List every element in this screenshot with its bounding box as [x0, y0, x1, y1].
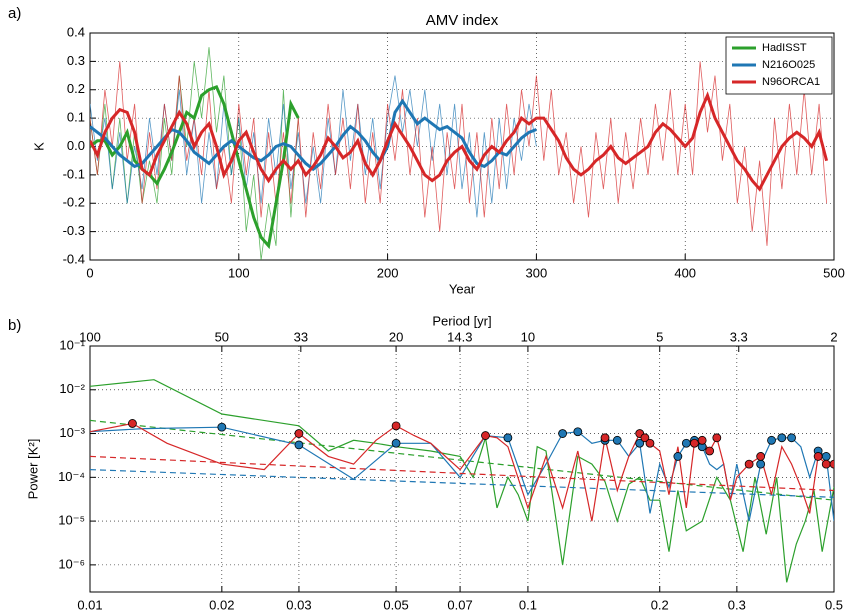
legend: HadISST N216O025 N96ORCA1: [725, 36, 833, 95]
x2-tick-label: 14.3: [447, 329, 472, 344]
significant-peak: [503, 433, 513, 443]
panel-label: b): [8, 317, 21, 334]
significant-peak: [712, 433, 722, 443]
significant-peak: [744, 459, 754, 469]
y-tick-label: -0.3: [63, 223, 85, 238]
x2-tick-label: 33: [294, 329, 308, 344]
red-noise-line: [90, 469, 834, 498]
x2-axis-label: Period [yr]: [432, 313, 491, 328]
x-tick-label: 0.01: [77, 597, 102, 612]
x-tick-label: 0.05: [383, 597, 408, 612]
plot-area: [90, 47, 829, 260]
significant-peak: [645, 438, 655, 448]
y-tick-label: 0.1: [67, 110, 85, 125]
significant-peak: [612, 435, 622, 445]
significant-peak: [697, 435, 707, 445]
x-tick-label: 400: [674, 265, 696, 280]
red-noise-line: [90, 455, 834, 492]
significant-peak: [756, 452, 766, 461]
significant-peak: [558, 429, 567, 438]
x-tick-label: 0.03: [286, 597, 311, 612]
significant-peak: [777, 433, 787, 443]
x2-tick-label: 10: [521, 329, 535, 344]
y-tick-label: 0.3: [67, 53, 85, 68]
significant-peak: [481, 431, 490, 440]
panel-label: a): [8, 5, 21, 22]
y-tick-label: 10⁻²: [59, 381, 85, 396]
significant-peak: [787, 433, 796, 443]
x-tick-label: 500: [823, 265, 845, 280]
significant-peak: [821, 459, 831, 469]
y-tick-label: 0.4: [67, 24, 85, 39]
x2-tick-label: 5: [656, 329, 663, 344]
x-tick-label: 100: [228, 265, 250, 280]
significant-peak: [573, 427, 583, 437]
y-tick-label: 10⁻⁵: [58, 513, 85, 528]
significant-peak: [690, 438, 699, 448]
x2-tick-label: 20: [389, 329, 403, 344]
significant-peak: [294, 429, 304, 438]
significant-peak: [635, 438, 645, 448]
y-tick-label: 10⁻⁴: [58, 469, 85, 484]
x2-tick-label: 2: [830, 329, 837, 344]
significant-peak: [391, 438, 401, 448]
y-tick-label: 0.2: [67, 81, 85, 96]
significant-peak: [813, 452, 823, 461]
y-axis-label: Power [K²]: [25, 439, 40, 500]
y-axis-label: K: [31, 142, 46, 151]
significant-peak: [128, 419, 137, 428]
chart-title: AMV index: [426, 12, 499, 29]
y-tick-label: 10⁻³: [59, 425, 85, 440]
significant-peak: [217, 422, 227, 432]
x-tick-label: 0.1: [519, 597, 537, 612]
x-axis-label: Year: [449, 281, 476, 296]
y-tick-label: 10⁻¹: [59, 337, 85, 352]
legend-label: HadISST: [762, 42, 807, 54]
x2-tick-label: 50: [215, 329, 229, 344]
plot-frame: [89, 345, 835, 593]
x2-tick-label: 100: [79, 329, 101, 344]
x2-tick-label: 3.3: [730, 329, 748, 344]
x-tick-label: 0.2: [651, 597, 669, 612]
significant-peak: [756, 459, 766, 469]
significant-peak: [640, 433, 650, 443]
significant-peak: [673, 452, 683, 461]
x-tick-label: 0.5: [825, 597, 843, 612]
x-tick-label: 0: [86, 265, 93, 280]
x-tick-label: 0.07: [447, 597, 472, 612]
y-tick-label: 0.0: [67, 138, 85, 153]
significant-peak: [767, 435, 776, 445]
plot-area: [90, 379, 834, 583]
legend-label: N216O025: [762, 59, 815, 71]
spectrum-line: [90, 379, 834, 583]
y-tick-label: -0.2: [63, 195, 85, 210]
significant-peak: [294, 440, 304, 450]
smoothed-line: [90, 91, 829, 192]
significant-peak: [681, 438, 691, 448]
x-tick-label: 300: [526, 265, 548, 280]
x-tick-label: 0.02: [209, 597, 234, 612]
significant-peak: [600, 433, 610, 443]
x-axis-label: Frequency [1/yr]: [415, 613, 509, 615]
significant-peak: [391, 421, 401, 431]
significant-peak: [829, 459, 834, 469]
annual-line: [90, 61, 827, 246]
smoothed-line: [90, 84, 300, 250]
spectrum-line: [90, 422, 834, 522]
significant-peak: [705, 446, 715, 456]
red-noise-line: [90, 419, 834, 501]
significant-peak: [821, 452, 831, 461]
y-tick-label: 10⁻⁶: [58, 556, 85, 571]
legend-label: N96ORCA1: [762, 76, 820, 88]
x-tick-label: 0.3: [728, 597, 746, 612]
y-tick-label: -0.4: [63, 251, 85, 266]
y-tick-label: -0.1: [63, 166, 85, 181]
x-tick-label: 200: [377, 265, 399, 280]
